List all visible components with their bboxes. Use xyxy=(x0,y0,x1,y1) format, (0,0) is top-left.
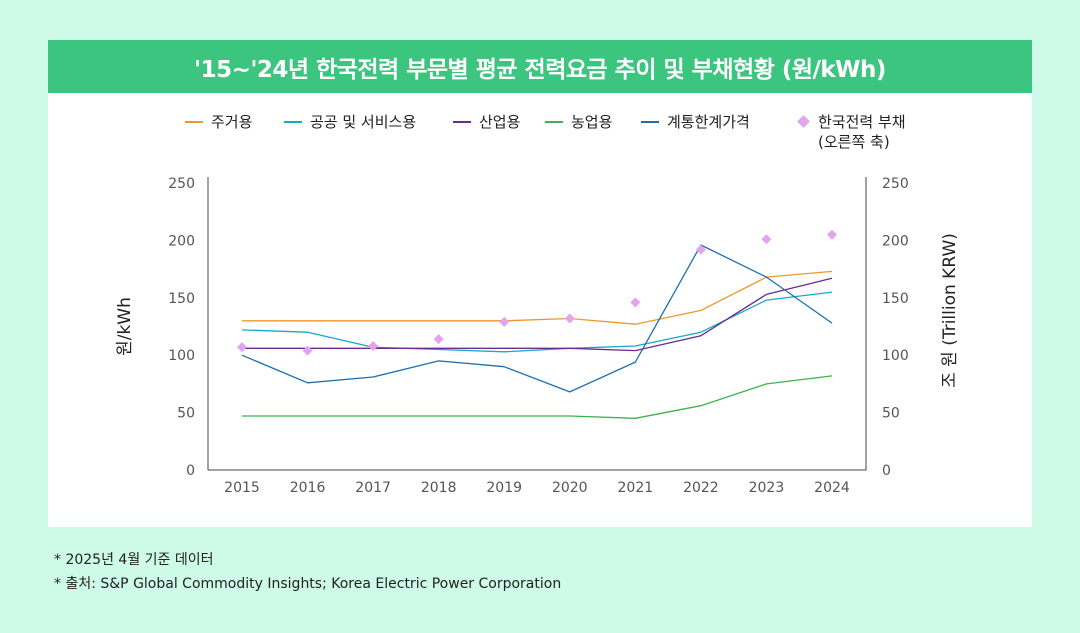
legend-item-2: 산업용 xyxy=(453,112,520,132)
legend-label-4: 계통한계가격 xyxy=(667,113,750,131)
y2-tick-label-0: 0 xyxy=(882,463,891,479)
debt-point-2 xyxy=(368,341,379,352)
legend-swatch-3 xyxy=(545,121,563,123)
x-tick-label-7: 2022 xyxy=(683,480,719,496)
debt-point-0 xyxy=(237,342,247,353)
legend-item-3: 농업용 xyxy=(545,112,612,132)
x-tick-label-4: 2019 xyxy=(486,480,522,496)
x-tick-label-8: 2023 xyxy=(749,480,785,496)
debt-point-4 xyxy=(499,316,510,327)
legend-label-3: 농업용 xyxy=(571,113,613,131)
debt-point-8 xyxy=(761,234,772,245)
series-line-4 xyxy=(241,244,833,393)
y2-tick-label-1: 50 xyxy=(882,406,900,422)
y2-tick-label-2: 100 xyxy=(882,348,909,364)
y2-tick-label-4: 200 xyxy=(882,233,909,249)
footnote-date: * 2025년 4월 기준 데이터 xyxy=(54,552,214,568)
title-bar: '15~'24년 한국전력 부문별 평균 전력요금 추이 및 부채현황 (원/k… xyxy=(48,40,1032,93)
y-tick-label-1: 50 xyxy=(177,406,195,422)
legend-label-1: 공공 및 서비스용 xyxy=(310,113,417,131)
legend-swatch-0 xyxy=(185,121,203,123)
chart-card: '15~'24년 한국전력 부문별 평균 전력요금 추이 및 부채현황 (원/k… xyxy=(48,40,1032,527)
debt-point-9 xyxy=(827,229,837,240)
x-tick-label-1: 2016 xyxy=(290,480,326,496)
debt-point-7 xyxy=(695,244,706,255)
y-tick-label-3: 150 xyxy=(168,291,195,307)
legend-item-4: 계통한계가격 xyxy=(641,112,750,132)
series-line-3 xyxy=(242,375,833,419)
legend-swatch-1 xyxy=(284,121,302,123)
x-tick-label-6: 2021 xyxy=(618,480,654,496)
legend-label-5-line2: (오른쪽 축) xyxy=(818,133,890,151)
debt-point-5 xyxy=(564,313,575,324)
series-line-0 xyxy=(242,270,833,325)
y2-tick-label-5: 250 xyxy=(882,176,909,192)
y-tick-label-5: 250 xyxy=(168,176,195,192)
x-tick-label-3: 2018 xyxy=(421,480,457,496)
y2-tick-label-3: 150 xyxy=(882,291,909,307)
footnotes: * 2025년 4월 기준 데이터 * 출처: S&P Global Commo… xyxy=(54,548,561,596)
legend-label-5: 한국전력 부채 xyxy=(818,113,906,131)
debt-point-3 xyxy=(433,334,444,345)
series-line-1 xyxy=(241,291,833,353)
legend-swatch-4 xyxy=(641,121,659,123)
y-tick-label-0: 0 xyxy=(186,463,195,479)
legend-label-2: 산업용 xyxy=(479,113,521,131)
debt-point-1 xyxy=(302,345,313,356)
y2-axis-label: 조 원 (Trillion KRW) xyxy=(940,233,960,388)
x-tick-label-9: 2024 xyxy=(814,480,850,496)
x-tick-label-5: 2020 xyxy=(552,480,588,496)
x-tick-label-2: 2017 xyxy=(355,480,391,496)
footnote-source: * 출처: S&P Global Commodity Insights; Kor… xyxy=(54,576,562,592)
legend-item-1: 공공 및 서비스용 xyxy=(284,112,416,132)
y-tick-label-2: 100 xyxy=(168,348,195,364)
debt-point-6 xyxy=(630,297,641,308)
series-line-2 xyxy=(242,277,833,352)
y-axis-label: 원/kWh xyxy=(115,297,135,356)
x-tick-label-0: 2015 xyxy=(224,480,260,496)
chart-title: '15~'24년 한국전력 부문별 평균 전력요금 추이 및 부채현황 (원/k… xyxy=(194,56,886,83)
legend-label-0: 주거용 xyxy=(211,113,253,131)
legend-item-5: 한국전력 부채 (오른쪽 축) xyxy=(795,112,906,152)
legend-item-0: 주거용 xyxy=(185,112,252,132)
y-tick-label-4: 200 xyxy=(168,233,195,249)
legend: 주거용 공공 및 서비스용 산업용 농업용 계통한계가격 한국전력 부채 (오른쪽 축) xyxy=(48,112,1032,162)
legend-swatch-2 xyxy=(453,121,471,123)
